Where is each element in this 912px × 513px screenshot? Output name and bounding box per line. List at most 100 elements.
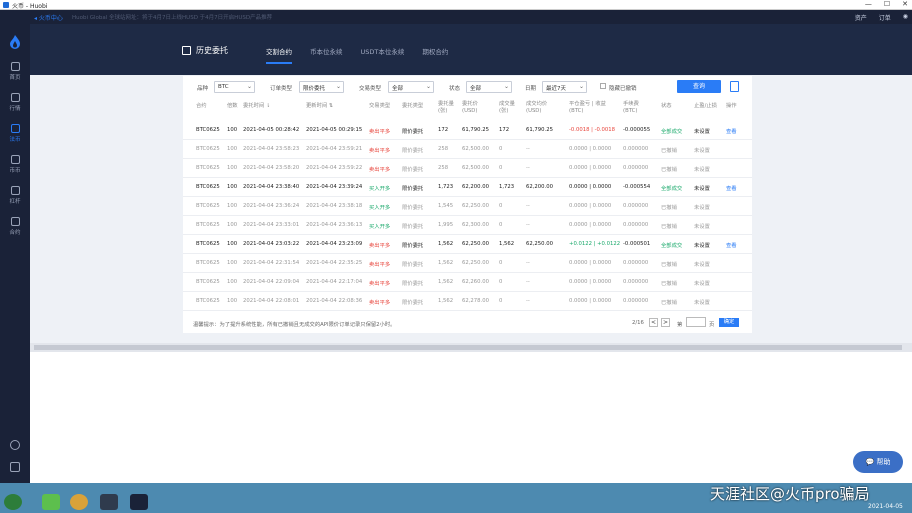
cell-lev: 100 [227, 222, 238, 228]
cell-qty: 258 [438, 165, 449, 171]
cell-price: 62,250.00 [462, 203, 489, 209]
export-icon[interactable] [730, 81, 739, 92]
order-type-select[interactable]: 限价委托 ⌄ [299, 81, 344, 93]
cell-contract: BTC0625 [196, 279, 220, 285]
assets-link[interactable]: 资产 [854, 15, 867, 22]
cell-lev: 100 [227, 184, 238, 190]
cell-tpsl: 未设置 [694, 243, 710, 249]
cell-price: 62,200.00 [462, 184, 489, 190]
cell-fee: 0.000000 [623, 165, 649, 171]
cell-op[interactable]: 查看 [726, 243, 737, 249]
sidebar-item-2[interactable]: 法币 [0, 124, 30, 143]
table-row[interactable]: BTC0625 100 2021-04-04 23:33:01 2021-04-04 … [183, 216, 752, 235]
cell-lev: 100 [227, 146, 238, 152]
cell-trade: 卖出平多 [369, 243, 391, 249]
user-icon[interactable]: ◉ [902, 13, 908, 20]
table-row[interactable]: BTC0625 100 2021-04-04 23:36:24 2021-04-04 … [183, 197, 752, 216]
horizontal-scrollbar[interactable] [30, 343, 912, 352]
query-button[interactable]: 查询 [677, 80, 721, 93]
huobi-taskbar-icon[interactable] [130, 494, 148, 510]
cell-create: 2021-04-04 22:08:01 [243, 298, 300, 304]
cell-tpsl: 未设置 [694, 167, 710, 173]
cell-lev: 100 [227, 260, 238, 266]
settings-icon[interactable] [10, 462, 20, 472]
cell-qty: 1,723 [438, 184, 454, 190]
cell-avg: -- [526, 222, 530, 228]
chevron-down-icon: ⌄ [425, 83, 431, 90]
table-row[interactable]: BTC0625 100 2021-04-04 22:08:01 2021-04-04 … [183, 292, 752, 311]
help-button[interactable]: 💬 帮助 [853, 451, 903, 473]
lower-blank-area [30, 352, 912, 483]
minimize-button[interactable]: — [864, 0, 872, 8]
tab-options[interactable]: 期权合约 [422, 48, 449, 56]
cell-kind: 限价委托 [402, 167, 424, 173]
cell-fee: -0.000554 [623, 184, 651, 190]
orders-link[interactable]: 订单 [878, 15, 891, 22]
media-icon[interactable] [100, 494, 118, 510]
symbol-select[interactable]: BTC ⌄ [214, 81, 255, 93]
tab-delivery[interactable]: 交割合约 [266, 46, 292, 64]
window-controls: — ☐ ✕ [865, 0, 908, 8]
page-input[interactable] [686, 317, 706, 327]
cell-contract: BTC0625 [196, 241, 220, 247]
nav-icon [10, 124, 20, 133]
cell-kind: 限价委托 [402, 129, 424, 135]
cell-trade: 买入开多 [369, 186, 391, 192]
table-row[interactable]: BTC0625 100 2021-04-04 22:31:54 2021-04-04 … [183, 254, 752, 273]
cell-qty: 1,545 [438, 203, 454, 209]
maximize-button[interactable]: ☐ [883, 0, 891, 8]
cell-pnl: 0.0000 | 0.0000 [569, 222, 612, 228]
start-button-icon[interactable] [4, 494, 22, 510]
next-page-button[interactable]: > [661, 318, 670, 327]
date-select[interactable]: 最近7天 ⌄ [542, 81, 587, 93]
column-header: 更新时间 ⇅ [306, 103, 334, 109]
prev-page-button[interactable]: < [649, 318, 658, 327]
cell-kind: 限价委托 [402, 186, 424, 192]
sidebar-item-1[interactable]: 行情 [0, 93, 30, 112]
table-row[interactable]: BTC0625 100 2021-04-04 23:38:40 2021-04-04 … [183, 178, 752, 197]
cell-op[interactable]: 查看 [726, 186, 737, 192]
sidebar-item-3[interactable]: 币币 [0, 155, 30, 174]
huobi-logo-icon[interactable] [9, 35, 21, 49]
top-bar: ◂ 火币中心 Huobi Global 全球站网址：将于4月7日上线HUSD 于… [30, 10, 912, 24]
watermark-text: 天涯社区@火币pro骗局 [710, 485, 870, 503]
sidebar [0, 10, 30, 483]
cell-status: 全部成交 [661, 129, 683, 135]
window-titlebar: 火币 - Huobi — ☐ ✕ [0, 0, 912, 10]
refresh-icon[interactable] [10, 440, 20, 450]
page-unit: 页 [709, 322, 715, 328]
wechat-icon[interactable] [42, 494, 60, 510]
chrome-icon[interactable] [70, 494, 88, 510]
chevron-down-icon: ⌄ [503, 83, 509, 90]
confirm-page-button[interactable]: 确定 [719, 318, 739, 327]
close-button[interactable]: ✕ [902, 0, 908, 8]
table-row[interactable]: BTC0625 100 2021-04-04 23:58:23 2021-04-04 … [183, 140, 752, 159]
table-row[interactable]: BTC0625 100 2021-04-04 23:58:20 2021-04-04 … [183, 159, 752, 178]
column-header: 倍数 [227, 103, 238, 109]
scrollbar-thumb[interactable] [34, 345, 902, 350]
table-row[interactable]: BTC0625 100 2021-04-05 00:28:42 2021-04-05 … [183, 121, 752, 140]
sidebar-item-5[interactable]: 合约 [0, 217, 30, 236]
status-select[interactable]: 全部 ⌄ [466, 81, 512, 93]
table-row[interactable]: BTC0625 100 2021-04-04 22:09:04 2021-04-04 … [183, 273, 752, 292]
table-row[interactable]: BTC0625 100 2021-04-04 23:03:22 2021-04-04 … [183, 235, 752, 254]
sidebar-item-0[interactable]: 首页 [0, 62, 30, 81]
tab-coin-perp[interactable]: 币本位永续 [310, 48, 343, 56]
cell-create: 2021-04-04 23:03:22 [243, 241, 300, 247]
trade-type-select[interactable]: 全部 ⌄ [388, 81, 434, 93]
tab-usdt-perp[interactable]: USDT本位永续 [360, 48, 405, 56]
cell-filled: 0 [499, 279, 503, 285]
cell-qty: 258 [438, 146, 449, 152]
cell-op[interactable]: 查看 [726, 129, 737, 135]
sidebar-item-label: 币币 [9, 168, 21, 174]
cell-status: 已撤销 [661, 148, 677, 154]
cell-contract: BTC0625 [196, 127, 220, 133]
hide-cancelled-checkbox[interactable] [600, 83, 606, 89]
sidebar-item-4[interactable]: 杠杆 [0, 186, 30, 205]
page-header: 历史委托 交割合约 币本位永续 USDT本位永续 期权合约 [30, 24, 912, 75]
cell-kind: 限价委托 [402, 148, 424, 154]
date-value: 最近7天 [546, 86, 566, 92]
cell-avg: -- [526, 260, 530, 266]
table-footer: 温馨提示：为了提升系统性能，所有已撤销且无成交的API限价订单记录只保留2小时。… [183, 315, 752, 331]
back-link[interactable]: ◂ 火币中心 [34, 15, 63, 22]
